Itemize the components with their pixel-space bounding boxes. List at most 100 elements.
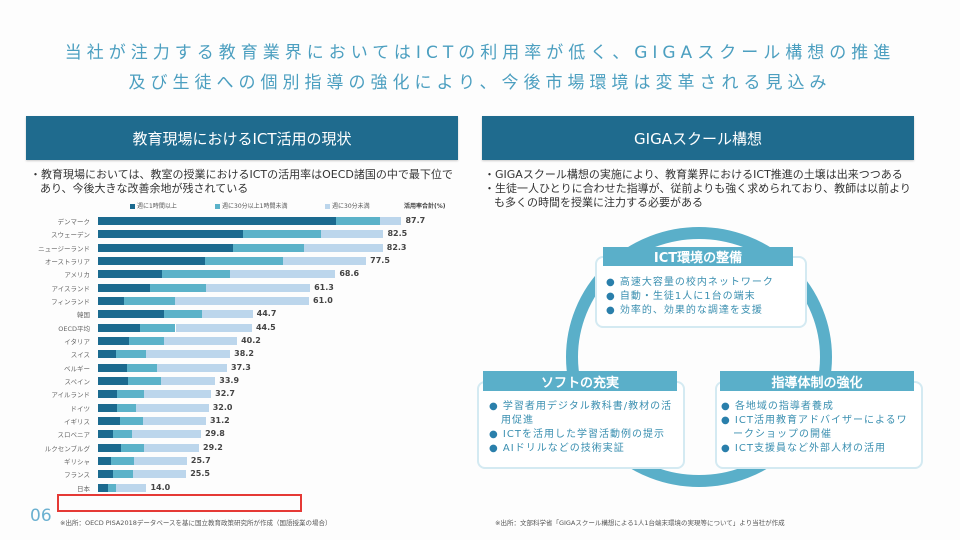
total-value-label: 44.7 [256, 309, 277, 319]
bar-segment [98, 483, 108, 492]
list-item: ● AIドリルなどの技術実証 [489, 442, 679, 456]
bar-segment [98, 310, 164, 319]
bar-segment [98, 217, 336, 225]
item-text: ICT活用教育アドバイザーによるワークショップの開催 [733, 415, 908, 440]
bullet-icon: ● [606, 305, 616, 316]
total-value-label: 44.5 [255, 322, 276, 332]
category-label: ルクセンブルグ [44, 444, 90, 453]
bar-segment [160, 376, 216, 385]
category-label: スロベニア [57, 431, 91, 440]
category-label: スペイン [64, 377, 90, 386]
bar-segment [115, 350, 146, 359]
list-item: ● ICTを活用した学習活動例の提示 [489, 428, 679, 442]
category-label: スイス [70, 351, 90, 360]
right-bullet-1: ・GIGAスクール構想の実施により、教育業界におけるICT推進の土壌は出来つつあ… [484, 168, 903, 181]
bar-segment [98, 416, 121, 425]
japan-highlight-box [57, 494, 302, 512]
bar-segment [126, 363, 158, 372]
box-guidance-title: 指導体制の強化 [720, 371, 914, 391]
left-bullet: ・教育現場においては、教室の授業におけるICTの活用率はOECD諸国の中で最下位… [30, 168, 460, 196]
bar-segment [120, 416, 144, 425]
bullet-icon: ● [721, 415, 731, 426]
legend-item-1: 週に1時間以上 [130, 201, 177, 210]
bar-segment [157, 363, 228, 372]
bar-segment [144, 443, 200, 452]
bar-segment [98, 296, 124, 305]
bar-segment [304, 243, 383, 252]
page-number: 06 [30, 506, 52, 526]
bar-segment [121, 443, 144, 452]
list-item: ● 自動・生徒1人に1台の端末 [606, 290, 801, 304]
bullet-icon: ● [606, 291, 616, 302]
bar-segment [98, 403, 117, 412]
category-label: ドイツ [70, 404, 91, 413]
bar-segment [229, 270, 336, 279]
legend-swatch [215, 204, 220, 209]
bar-segment [232, 243, 305, 252]
total-value-label: 77.5 [370, 255, 390, 265]
total-value-label: 29.2 [203, 442, 223, 452]
box-software-title: ソフトの充実 [483, 371, 677, 391]
bar-segment [98, 283, 151, 292]
bar-segment [98, 376, 129, 385]
item-text: 各地域の指導者養成 [734, 401, 834, 412]
bar-segment [128, 376, 161, 385]
total-value-label: 61.3 [314, 282, 334, 292]
total-value-label: 82.5 [387, 229, 408, 239]
right-bullet-2: ・生徒一人ひとりに合わせた指導が、従前よりも強く求められており、教師は以前よりも… [484, 182, 911, 209]
bar-segment [242, 230, 322, 239]
list-item: ● 各地域の指導者養成 [721, 400, 916, 414]
bar-segment [98, 230, 243, 239]
bar-segment [134, 456, 187, 465]
bar-segment [98, 443, 122, 452]
bar-segment [111, 456, 135, 465]
category-label: イタリア [64, 337, 90, 346]
category-label: アメリカ [64, 271, 90, 280]
bar-segment [98, 470, 113, 479]
total-value-label: 29.8 [205, 429, 225, 439]
bar-segment [116, 483, 147, 492]
list-item: ● 学習者用デジタル教科書/教材の活用促進 [489, 400, 679, 428]
bar-segment [143, 416, 206, 425]
total-label: 活用率合計(%) [404, 203, 446, 210]
total-value-label: 32.7 [215, 389, 235, 399]
bar-segment [98, 323, 140, 332]
left-bullet-text: ・教育現場においては、教室の授業におけるICTの活用率はOECD諸国の中で最下位… [30, 168, 453, 195]
category-label: デンマーク [57, 218, 91, 226]
list-item: ● ICT支援員など外部人材の活用 [721, 442, 916, 456]
legend-swatch [325, 204, 330, 209]
bar-segment [335, 217, 381, 225]
total-value-label: 38.2 [234, 349, 254, 359]
bar-segment [98, 350, 116, 359]
box-software [477, 381, 685, 469]
item-text: 自動・生徒1人に1台の端末 [619, 291, 756, 302]
category-label: ギリシャ [64, 457, 90, 466]
total-value-label: 25.5 [190, 469, 210, 479]
bar-segment [98, 270, 162, 279]
bar-segment [135, 403, 209, 412]
bar-segment [116, 403, 136, 412]
bar-segment [162, 270, 230, 279]
bar-segment [112, 470, 133, 479]
bullet-icon: ● [721, 443, 731, 454]
list-item: ● 効率的、効果的な調達を支援 [606, 304, 801, 318]
total-value-label: 33.9 [219, 375, 240, 385]
category-label: アイルランド [51, 391, 90, 400]
bar-segment [282, 256, 367, 265]
total-value-label: 61.0 [313, 295, 333, 305]
legend-label: 週に30分以上1時間未満 [222, 203, 288, 210]
left-footnote: ※出所：OECD PISA2018データベースを基に国立教育政策研究所が作成（国… [60, 519, 332, 527]
list-item: ● 高速大容量の校内ネットワーク [606, 276, 801, 290]
total-value-label: 87.7 [405, 216, 426, 225]
bar-segment [98, 256, 205, 265]
bar-segment [202, 310, 253, 319]
category-label: OECD平均 [58, 324, 90, 333]
box-guidance [715, 381, 923, 469]
right-footnote: ※出所：文部科学省「GIGAスクール構想による1人1台端末環境の実現等について」… [495, 519, 785, 527]
bar-segment [112, 430, 132, 439]
bar-segment [98, 390, 117, 399]
total-value-label: 14.0 [150, 482, 171, 492]
bar-segment [107, 483, 117, 492]
bullet-icon: ● [721, 401, 731, 412]
item-text: AIドリルなどの技術実証 [502, 443, 625, 454]
